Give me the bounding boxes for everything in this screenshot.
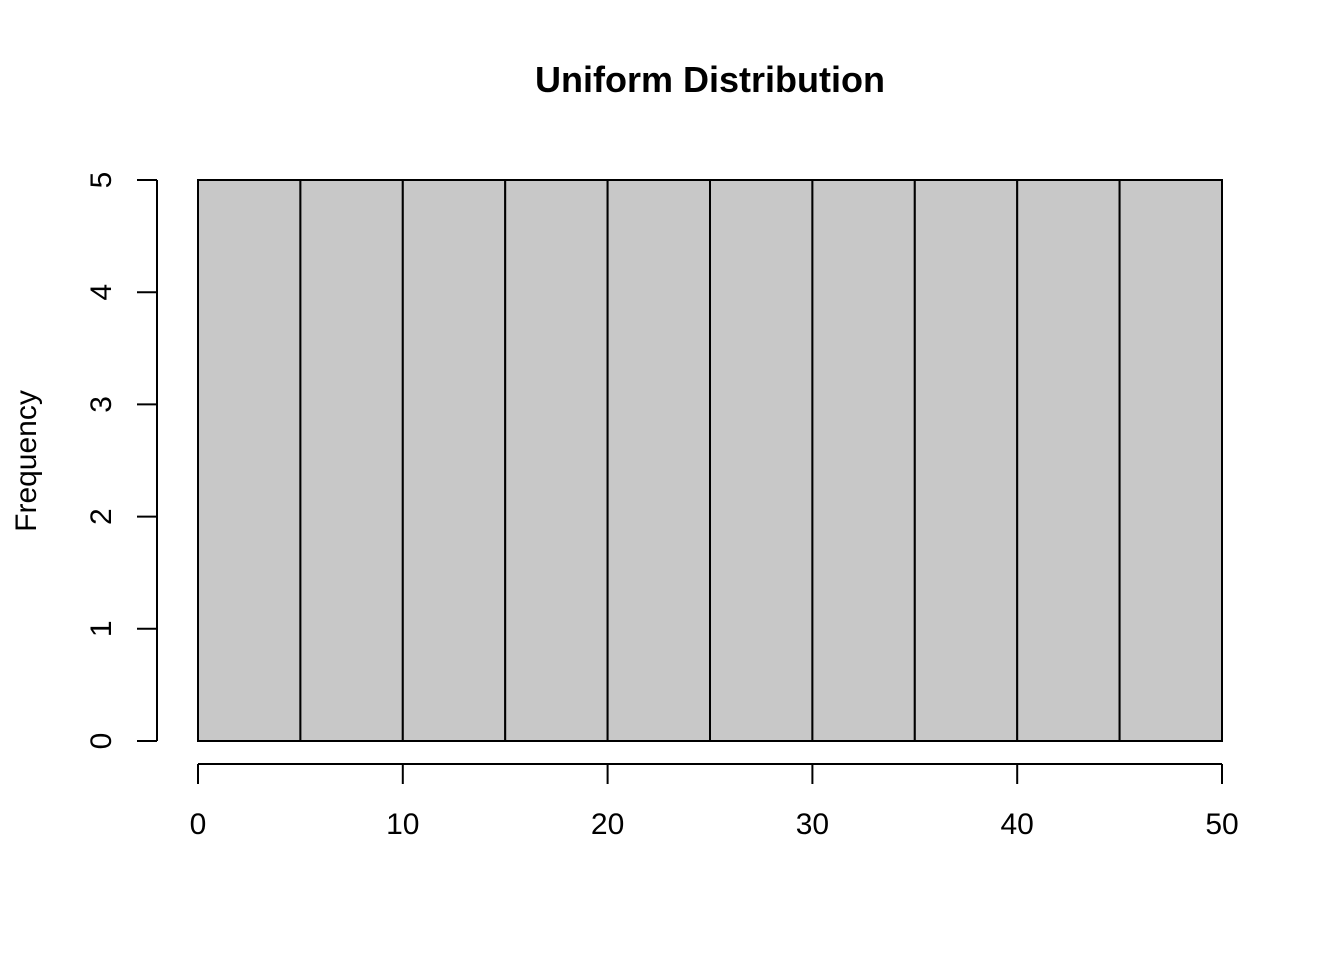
histogram-bar bbox=[197, 179, 302, 742]
x-tick-label: 10 bbox=[386, 808, 419, 841]
x-tick-label: 40 bbox=[1001, 808, 1034, 841]
x-axis: 0 10 20 30 40 50 bbox=[190, 763, 1239, 841]
histogram-bar bbox=[1118, 179, 1223, 742]
x-tick-label: 50 bbox=[1205, 808, 1238, 841]
histogram-bar bbox=[913, 179, 1019, 742]
x-tick-label: 20 bbox=[591, 808, 624, 841]
histogram-bar bbox=[299, 179, 404, 742]
histogram-bar bbox=[1016, 179, 1121, 742]
x-tick-label: 0 bbox=[190, 808, 207, 841]
histogram-bar bbox=[401, 179, 507, 742]
x-tick-label: 30 bbox=[796, 808, 829, 841]
chart-title: Uniform Distribution bbox=[535, 59, 885, 100]
y-tick-label: 5 bbox=[85, 172, 118, 189]
histogram-bar bbox=[606, 179, 711, 742]
y-tick-label: 1 bbox=[85, 620, 118, 637]
bars-group bbox=[197, 179, 1223, 742]
y-tick-label: 2 bbox=[85, 508, 118, 525]
y-tick-label: 0 bbox=[85, 733, 118, 750]
y-axis: 0 1 2 3 4 5 bbox=[85, 172, 158, 750]
histogram-bar bbox=[811, 179, 916, 742]
y-tick-label: 4 bbox=[85, 284, 118, 301]
histogram-bar bbox=[504, 179, 609, 742]
histogram-bar bbox=[709, 179, 814, 742]
y-axis-label: Frequency bbox=[10, 390, 43, 532]
y-tick-label: 3 bbox=[85, 396, 118, 413]
